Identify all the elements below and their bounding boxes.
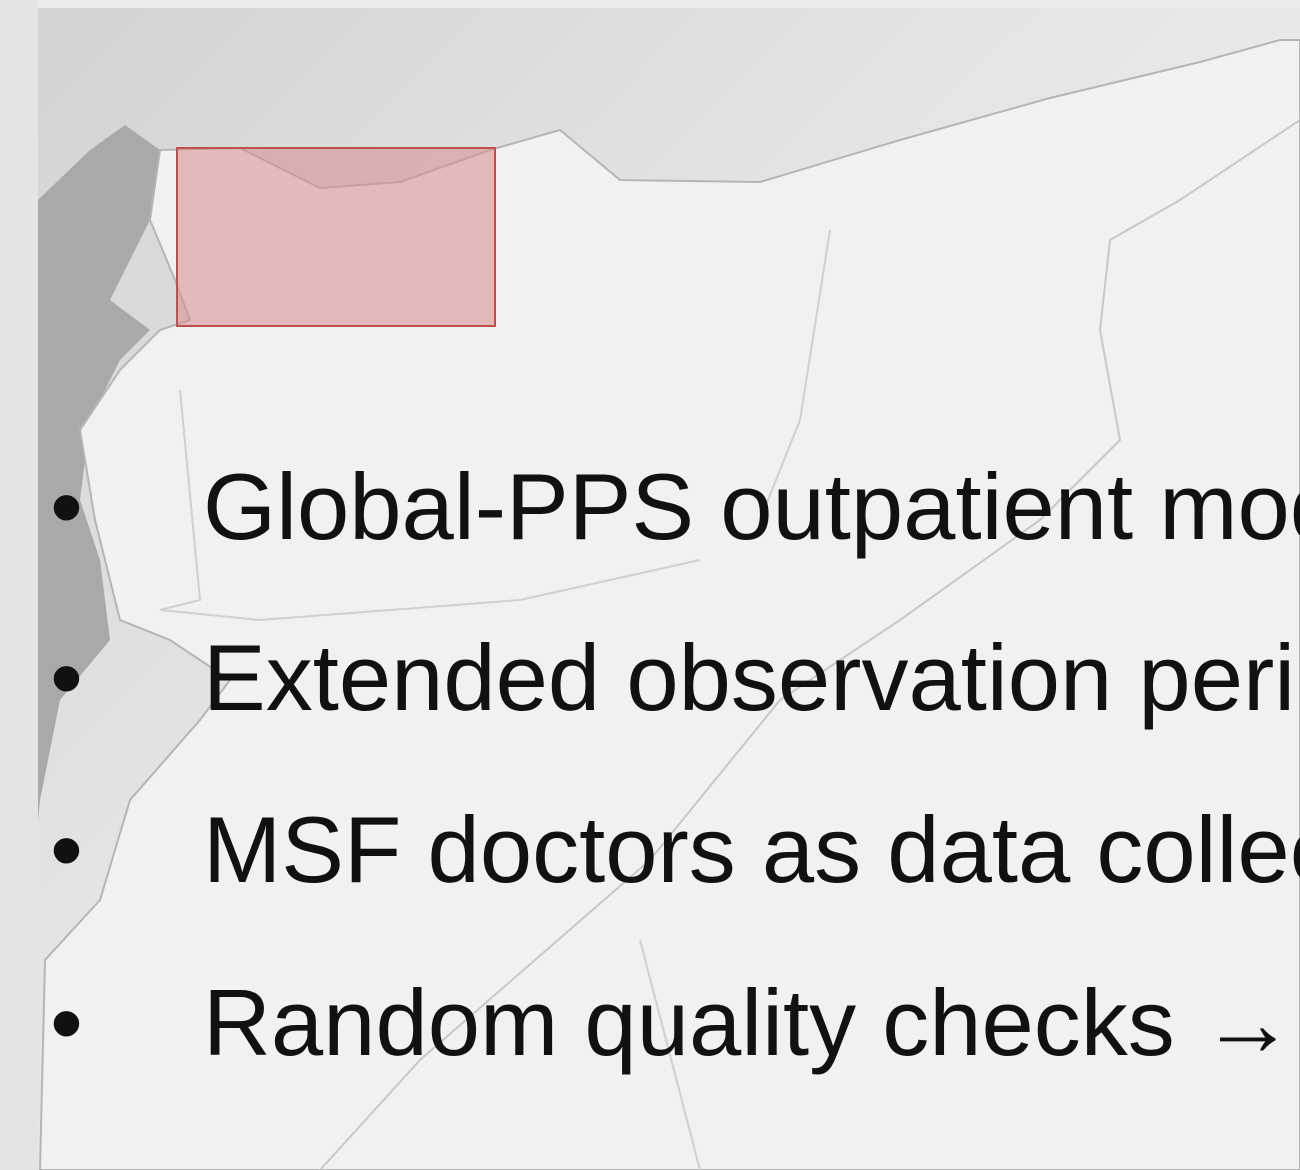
bullet-dot: • xyxy=(50,970,83,1075)
bullet-text: Random quality checks → N xyxy=(203,968,1300,1078)
bullet-dot: • xyxy=(50,625,83,730)
bullet-text: Global-PPS outpatient mod xyxy=(203,454,1300,559)
left-margin xyxy=(0,0,38,1170)
bullet-item: • Extended observation peri xyxy=(0,623,1300,733)
bullet-text: MSF doctors as data collec xyxy=(203,797,1300,902)
region-border xyxy=(159,389,701,622)
bullet-dot: • xyxy=(50,797,83,902)
region-border xyxy=(319,119,1300,1170)
coast-region xyxy=(38,125,160,820)
highlight-box xyxy=(176,147,496,327)
bullet-item: • Random quality checks → N xyxy=(0,968,1300,1078)
region-border xyxy=(759,229,831,521)
bullet-item: • MSF doctors as data collec xyxy=(0,795,1300,905)
top-margin xyxy=(38,0,1300,8)
bullet-text: Extended observation peri xyxy=(203,625,1296,730)
bullet-dot: • xyxy=(50,454,83,559)
bullet-item: • Global-PPS outpatient mod xyxy=(0,452,1300,562)
region-border xyxy=(639,939,701,1170)
bullet-text-plain: Random quality checks → xyxy=(203,970,1300,1075)
